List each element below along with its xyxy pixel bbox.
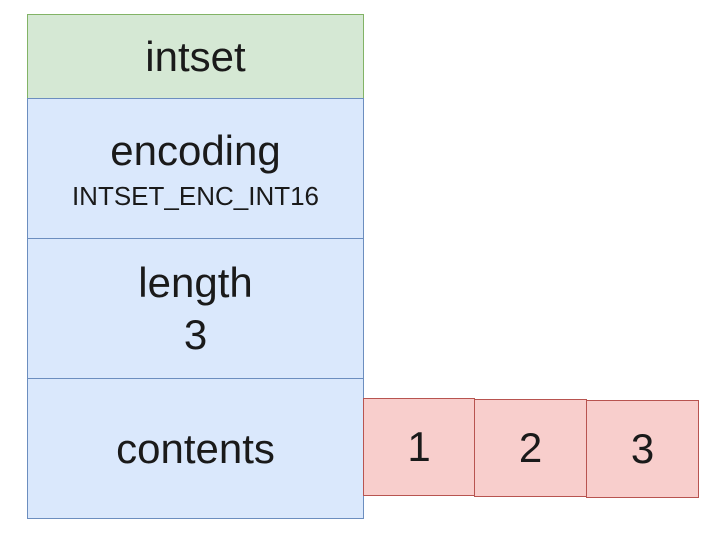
- encoding-field: encoding INTSET_ENC_INT16: [27, 98, 364, 240]
- length-field: length 3: [27, 238, 364, 380]
- intset-header: intset: [27, 14, 364, 100]
- length-value: 3: [183, 311, 208, 358]
- contents-label: contents: [116, 424, 275, 472]
- intset-title: intset: [145, 33, 246, 80]
- contents-element-1: 2: [474, 399, 587, 497]
- encoding-value: INTSET_ENC_INT16: [71, 181, 320, 211]
- contents-element-value: 2: [518, 424, 543, 471]
- length-label: length: [138, 259, 253, 306]
- encoding-label: encoding: [110, 127, 281, 174]
- contents-element-value: 1: [407, 423, 431, 470]
- contents-field: contents: [27, 378, 364, 519]
- contents-element-value: 3: [630, 425, 655, 472]
- contents-element-2: 3: [586, 400, 699, 498]
- contents-element-0: 1: [363, 398, 475, 496]
